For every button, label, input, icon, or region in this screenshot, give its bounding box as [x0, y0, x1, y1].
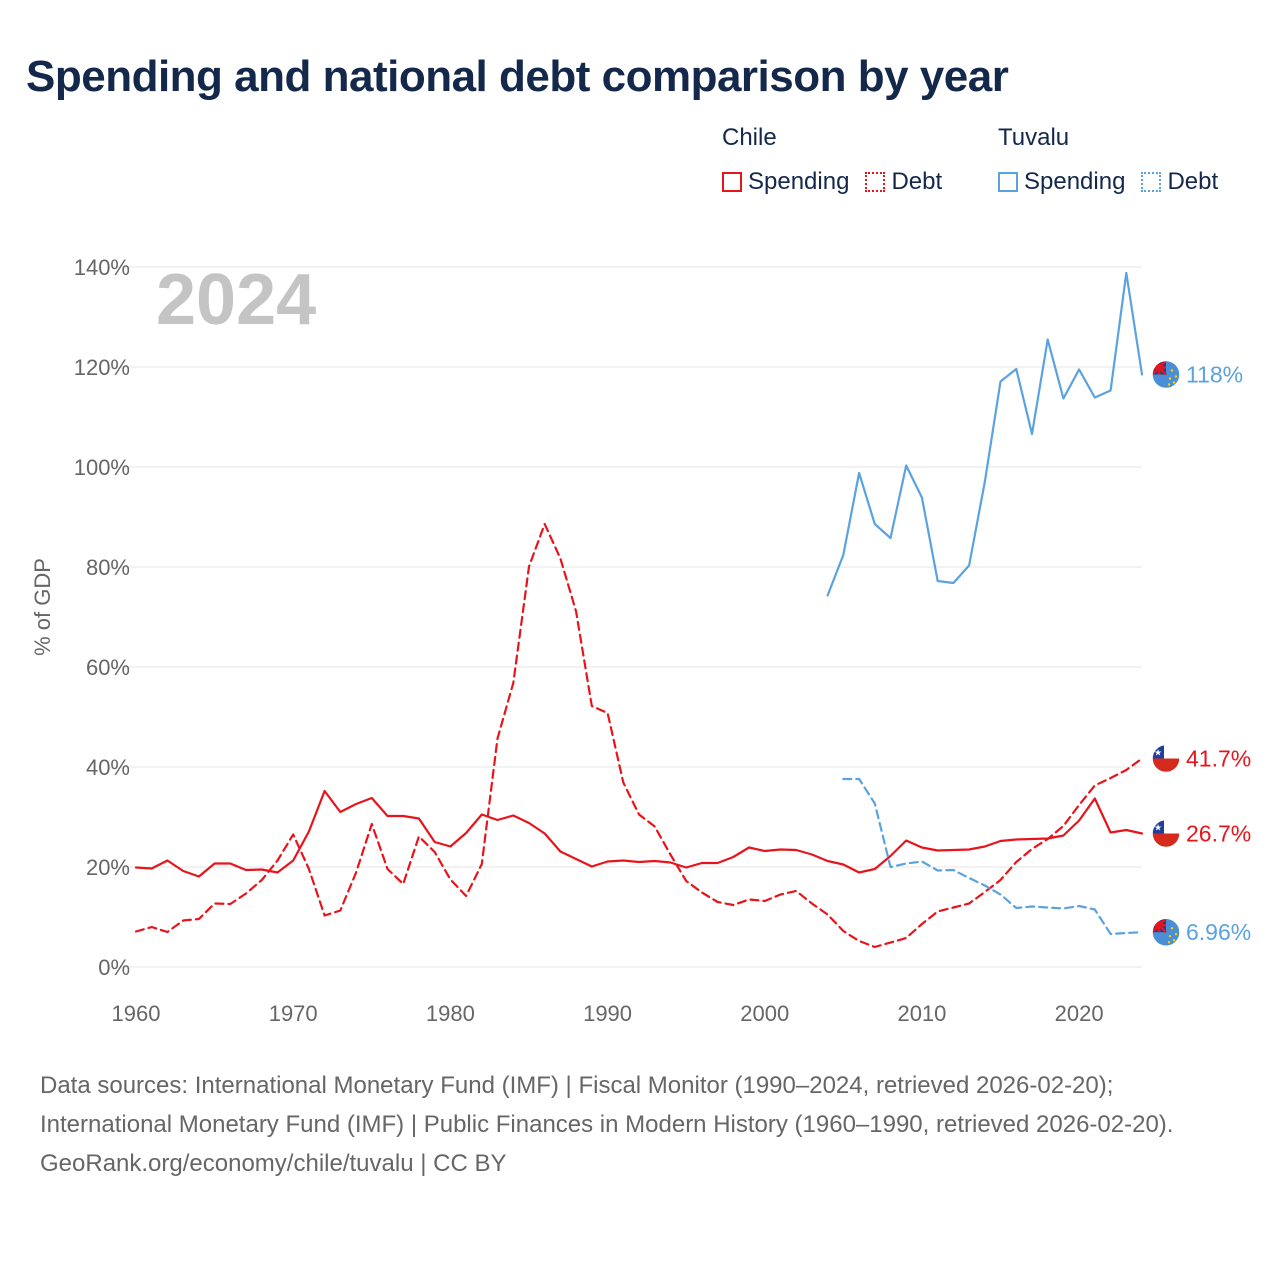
data-sources: Data sources: International Monetary Fun… [40, 1072, 1174, 1138]
tuvalu-debt-line[interactable] [842, 777, 1144, 936]
tuvalu-spending-line[interactable] [826, 271, 1144, 597]
y-tick-label: 100% [74, 455, 130, 480]
legend-item-label: Spending [748, 168, 850, 195]
x-tick-label: 2000 [740, 1001, 789, 1026]
x-tick-label: 1970 [269, 1001, 318, 1026]
tuvalu-flag-icon [1151, 917, 1181, 947]
y-tick-label: 140% [74, 255, 130, 280]
x-tick-label: 2010 [897, 1001, 946, 1026]
chile-debt-line[interactable] [134, 522, 1144, 949]
chile-spending-line[interactable] [134, 789, 1144, 878]
legend-country-label: Chile [722, 124, 777, 151]
y-tick-label: 20% [86, 855, 130, 880]
legend-chile: Chile Spending Debt [722, 124, 958, 196]
x-tick-label: 1960 [112, 1001, 161, 1026]
x-tick-label: 1990 [583, 1001, 632, 1026]
y-tick-label: 60% [86, 655, 130, 680]
page-title: Spending and national debt comparison by… [26, 52, 1009, 101]
chile-spending-end-label: 26.7% [1186, 821, 1251, 847]
dotted-line-swatch-icon [1141, 172, 1162, 192]
svg-text:★: ★ [1154, 824, 1162, 834]
legend-item-chile-spending[interactable]: Spending [722, 168, 849, 196]
solid-line-swatch-icon [722, 172, 742, 192]
line-chart: 2024 % of GDP 0% 20% 40% 60% 80% 100% 120% 140%… [30, 255, 1251, 1026]
year-overlay: 2024 [156, 260, 316, 340]
tuvalu-spending-end-label: 118% [1186, 362, 1243, 388]
chile-flag-icon: ★ [1151, 743, 1181, 774]
legend-item-label: Debt [891, 168, 943, 195]
legend-item-label: Spending [1024, 168, 1126, 195]
tuvalu-flag-icon [1151, 359, 1181, 390]
y-axis-label: % of GDP [30, 558, 55, 656]
legend-item-tuvalu-spending[interactable]: Spending [998, 168, 1125, 196]
x-tick-label: 1980 [426, 1001, 475, 1026]
legend-tuvalu: Tuvalu Spending Debt [998, 124, 1218, 196]
y-tick-label: 40% [86, 755, 130, 780]
y-tick-label: 120% [74, 355, 130, 380]
chile-flag-icon: ★ [1151, 818, 1181, 849]
credit-link[interactable]: GeoRank.org/economy/chile/tuvalu | CC BY [40, 1150, 507, 1177]
y-tick-label: 0% [98, 955, 130, 980]
solid-line-swatch-icon [998, 172, 1018, 192]
legend-item-label: Debt [1167, 168, 1219, 195]
x-tick-label: 2020 [1055, 1001, 1104, 1026]
y-tick-label: 80% [86, 555, 130, 580]
legend-item-chile-debt[interactable]: Debt [865, 168, 942, 196]
legend-item-tuvalu-debt[interactable]: Debt [1141, 168, 1218, 196]
chile-debt-end-label: 41.7% [1186, 746, 1251, 772]
svg-text:★: ★ [1154, 749, 1162, 759]
legend-country-label: Tuvalu [998, 124, 1070, 151]
tuvalu-debt-end-label: 6.96% [1186, 919, 1251, 945]
footer: Data sources: International Monetary Fun… [40, 1066, 1250, 1183]
dotted-line-swatch-icon [865, 172, 886, 192]
